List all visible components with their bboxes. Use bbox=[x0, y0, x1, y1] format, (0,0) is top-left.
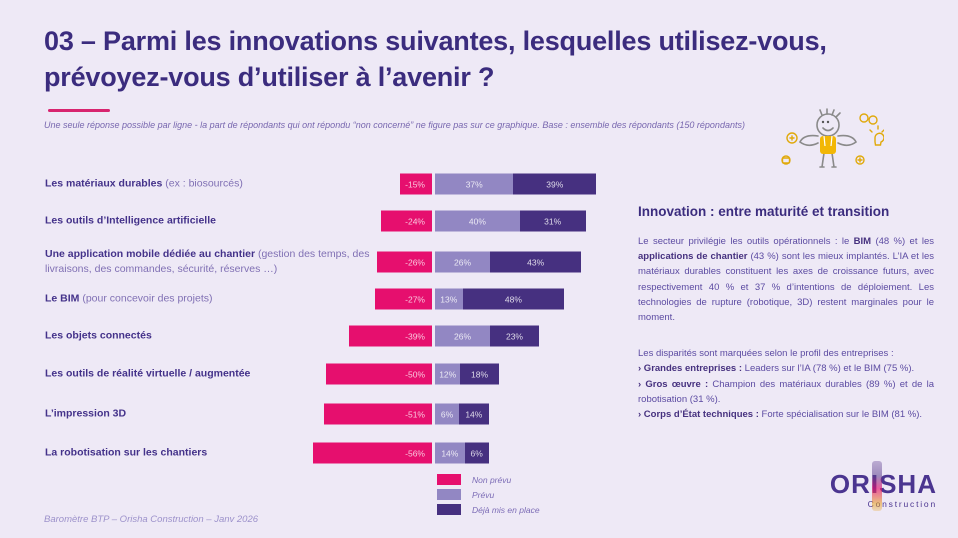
chart-row: L’impression 3D -51% 6% 14% bbox=[45, 397, 645, 431]
row-label: Les objets connectés bbox=[45, 329, 152, 342]
legend-label: Déjà mis en place bbox=[472, 504, 540, 515]
row-label: Le BIM (pour concevoir des projets) bbox=[45, 292, 213, 305]
row-label: Les outils d’Intelligence artificielle bbox=[45, 214, 216, 227]
mascot-juggler-icon bbox=[781, 108, 884, 168]
diverging-bar-chart: Les matériaux durables (ex : biosourcés)… bbox=[45, 167, 645, 479]
row-label: Les outils de réalité virtuelle / augmen… bbox=[45, 367, 251, 380]
bar-deja-mis-en-place: 31% bbox=[519, 210, 586, 232]
bar-non-prevu: -51% bbox=[323, 403, 432, 425]
row-label: La robotisation sur les chantiers bbox=[45, 446, 208, 459]
insight-bullet-gros-oeuvre: › Gros œuvre : Champion des matériaux du… bbox=[638, 378, 934, 405]
row-label: Les matériaux durables (ex : biosourcés) bbox=[45, 177, 243, 190]
bar-non-prevu: -39% bbox=[349, 325, 432, 347]
chart-row: Les outils d’Intelligence artificielle -2… bbox=[45, 204, 645, 238]
bar-prevu: 14% bbox=[435, 442, 465, 464]
bar-prevu: 13% bbox=[435, 288, 463, 310]
legend-swatch bbox=[437, 474, 461, 485]
insight-bullet-grandes-entreprises: › Grandes entreprises : Leaders sur l’IA… bbox=[638, 363, 915, 375]
chart-legend: Non prévu Prévu Déjà mis en place bbox=[437, 472, 540, 517]
insight-heading: Innovation : entre maturité et transitio… bbox=[638, 204, 890, 219]
bar-prevu: 12% bbox=[435, 363, 461, 385]
insight-paragraph-1: Le secteur privilégie les outils opérati… bbox=[638, 236, 934, 323]
insight-paragraph-2: Les disparités sont marquées selon le pr… bbox=[638, 346, 934, 422]
chart-row: Les matériaux durables (ex : biosourcés)… bbox=[45, 167, 645, 201]
bar-deja-mis-en-place: 48% bbox=[462, 288, 565, 310]
source-caption: Baromètre BTP – Orisha Construction – Ja… bbox=[44, 514, 259, 525]
bar-deja-mis-en-place: 39% bbox=[513, 173, 597, 195]
bar-non-prevu: -24% bbox=[381, 210, 432, 232]
legend-item: Déjà mis en place bbox=[437, 502, 540, 517]
bar-prevu: 37% bbox=[435, 173, 514, 195]
bar-prevu: 26% bbox=[435, 325, 491, 347]
insight-panel: Innovation : entre maturité et transitio… bbox=[638, 204, 934, 422]
bar-deja-mis-en-place: 43% bbox=[490, 251, 582, 273]
bar-deja-mis-en-place: 14% bbox=[459, 403, 489, 425]
row-label: L’impression 3D bbox=[45, 407, 127, 420]
insight-bullet-corps-etat: › Corps d’État techniques : Forte spécia… bbox=[638, 408, 923, 420]
chart-row: Les outils de réalité virtuelle / augmen… bbox=[45, 357, 645, 391]
legend-item: Prévu bbox=[437, 487, 540, 502]
insight-intro: Les disparités sont marquées selon le pr… bbox=[638, 348, 894, 360]
bar-prevu: 40% bbox=[435, 210, 520, 232]
bar-deja-mis-en-place: 6% bbox=[464, 442, 489, 464]
bar-non-prevu: -27% bbox=[374, 288, 432, 310]
orisha-logo-subtitle: Construction bbox=[867, 498, 937, 509]
chart-row: Le BIM (pour concevoir des projets) -27% 1… bbox=[45, 282, 645, 316]
orisha-logo: ORISHA Construction bbox=[812, 461, 937, 511]
legend-label: Non prévu bbox=[472, 474, 512, 485]
orisha-logo-wordmark: ORISHA bbox=[830, 461, 937, 511]
legend-item: Non prévu bbox=[437, 472, 540, 487]
title-accent-underline bbox=[48, 109, 110, 112]
bar-non-prevu: -15% bbox=[400, 173, 432, 195]
feather-stripe-icon bbox=[871, 461, 882, 511]
row-label: Une application mobile dédiée au chantie… bbox=[45, 247, 370, 275]
bar-prevu: 6% bbox=[435, 403, 459, 425]
bar-deja-mis-en-place: 23% bbox=[490, 325, 539, 347]
bar-non-prevu: -56% bbox=[313, 442, 432, 464]
bar-non-prevu: -26% bbox=[376, 251, 432, 273]
bar-non-prevu: -50% bbox=[326, 363, 432, 385]
bar-prevu: 26% bbox=[435, 251, 491, 273]
legend-swatch bbox=[437, 489, 461, 500]
chart-row: Les objets connectés -39% 26% 23% bbox=[45, 319, 645, 353]
chart-note: Une seule réponse possible par ligne - l… bbox=[44, 120, 745, 130]
page-title: 03 – Parmi les innovations suivantes, le… bbox=[44, 26, 827, 92]
chart-row: La robotisation sur les chantiers -56% 14%… bbox=[45, 436, 645, 470]
legend-label: Prévu bbox=[472, 489, 495, 500]
bar-deja-mis-en-place: 18% bbox=[460, 363, 499, 385]
chart-row: Une application mobile dédiée au chantie… bbox=[45, 242, 645, 282]
legend-swatch bbox=[437, 504, 461, 515]
